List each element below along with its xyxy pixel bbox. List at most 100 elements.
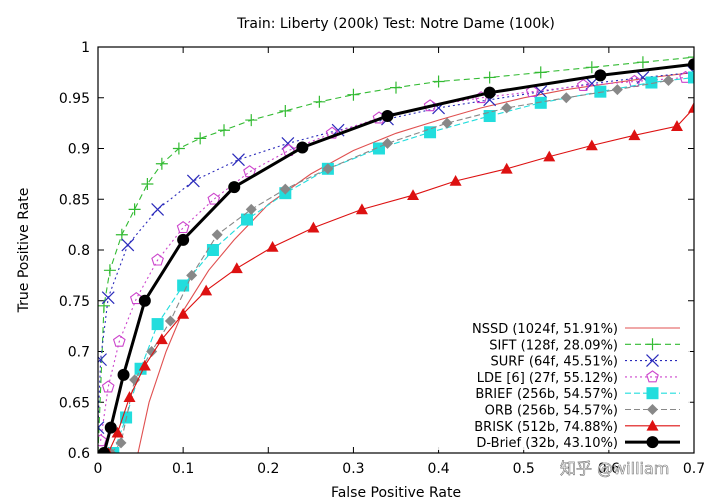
y-tick-label: 0.6 [68,446,90,462]
data-point [123,391,136,402]
data-point [98,353,107,367]
data-point [241,213,253,226]
x-tick-label: 0.1 [172,461,194,477]
data-point [155,333,168,345]
data-point [483,86,496,99]
data-point [138,359,151,371]
data-point [115,437,127,449]
data-point [407,189,420,200]
x-tick-label: 0.3 [342,461,364,477]
y-tick-label: 0.85 [59,192,90,208]
data-point [177,279,190,292]
data-point [101,291,115,305]
data-point [449,174,462,186]
data-point [98,447,110,453]
x-tick-label: 0.7 [683,461,705,477]
legend-label: D-Brief (32b, 43.10%) [476,436,618,451]
data-point [266,240,279,252]
data-point [138,294,151,307]
legend-label: LDE [6] (27f, 55.12%) [477,371,618,386]
data-point [670,120,683,131]
data-point [525,85,539,98]
data-point [534,96,547,109]
x-tick-label: 0 [94,461,103,477]
data-point [646,419,659,431]
x-tick-label: 0.4 [427,461,449,477]
data-point [381,110,394,123]
data-point [647,404,658,415]
legend-label: BRIEF (256b, 54.57%) [475,387,618,402]
data-point [432,75,445,88]
legend-label: SURF (64f, 45.51%) [490,355,618,370]
data-point [355,203,368,215]
series-surf [98,65,694,435]
axis-ticks: 0 0.1 0.2 0.3 0.4 0.5 0.6 0.7 0.6 0.65 0.7 0.75 0.8 0… [59,40,705,477]
data-point [218,124,231,137]
series-nssd [137,71,694,453]
series-line [137,71,694,453]
series-layer [98,51,694,453]
legend: NSSD (1024f, 51.91%)SIFT (128f, 28.09%) S… [438,318,690,451]
y-tick-label: 0.9 [68,142,90,158]
data-point [483,110,496,123]
data-point [543,150,556,162]
data-point [441,117,453,129]
data-point [662,74,674,86]
data-point [534,66,547,79]
data-point [646,387,659,400]
data-point [194,132,207,145]
data-point [172,142,185,155]
data-point [200,284,213,296]
data-point [325,126,339,139]
data-point [232,153,245,167]
data-point [483,71,496,84]
y-tick-label: 0.75 [59,294,90,310]
legend-label: NSSD (1024f, 51.91%) [472,322,618,337]
data-point [585,139,598,151]
data-point [501,102,513,114]
data-point [688,101,694,113]
data-point [279,104,292,117]
data-point [228,181,241,194]
legend-label: SIFT (128f, 28.09%) [489,338,618,353]
data-point [646,354,659,368]
data-point [594,85,607,98]
data-point [164,315,176,327]
data-point [141,178,154,191]
data-point [230,262,243,274]
data-point [177,233,190,246]
series-d-brief [98,58,694,453]
data-point [206,244,219,256]
data-point [121,238,135,252]
data-point [646,370,659,383]
data-point [611,84,623,96]
data-point [176,221,190,234]
series-line [98,71,694,428]
data-point [177,307,190,319]
data-point [151,253,164,266]
data-point [381,137,393,149]
legend-label: ORB (256b, 54.57%) [485,404,618,419]
x-tick-label: 0.5 [513,461,535,477]
data-point [211,229,223,241]
series-line [100,76,686,441]
data-point [117,368,130,381]
data-point [128,203,141,216]
data-point [129,374,141,386]
data-point [151,318,164,331]
chart-title: Train: Liberty (200k) Test: Notre Dame (… [236,16,555,32]
data-point [636,56,649,69]
data-point [207,192,221,205]
data-point [390,81,402,94]
x-tick-label: 0.2 [257,461,279,477]
y-axis-title: True Positive Rate [16,188,32,314]
data-point [115,228,128,241]
x-tick-label: 0.6 [598,461,620,477]
data-point [245,203,257,215]
data-point [279,183,291,195]
y-tick-label: 0.95 [59,91,90,107]
data-point [98,434,107,447]
y-tick-label: 0.65 [59,395,90,411]
data-point [146,346,158,357]
